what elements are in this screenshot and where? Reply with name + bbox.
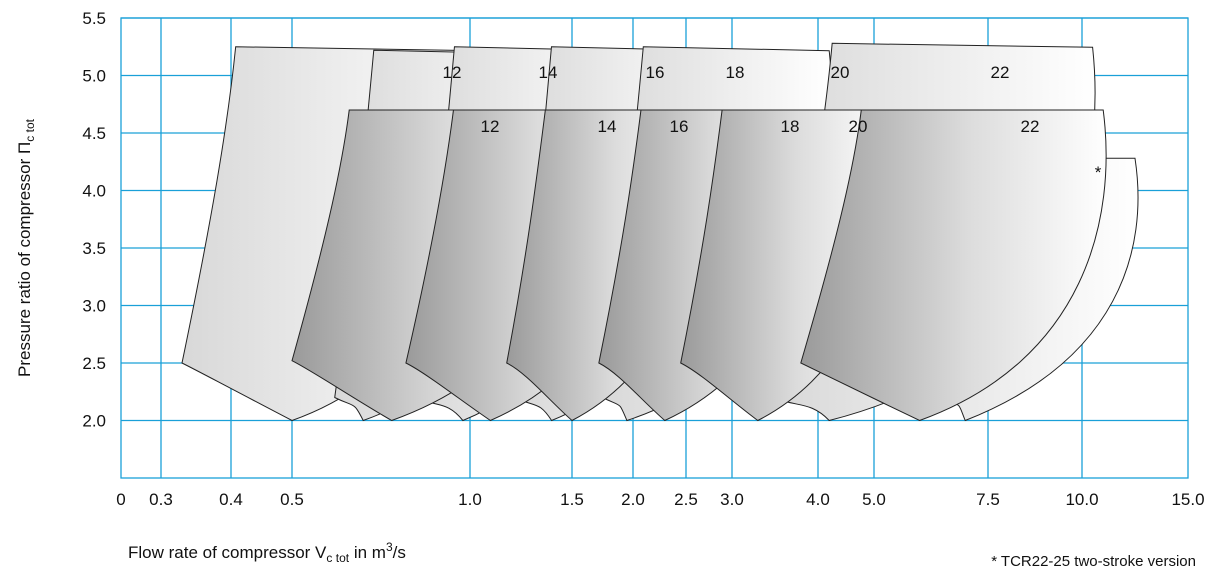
x-axis-title-sub: c tot xyxy=(326,551,349,565)
x-tick-label: 7.5 xyxy=(976,490,1000,509)
map-label: 14 xyxy=(598,117,617,136)
y-tick-label: 3.5 xyxy=(82,239,106,258)
y-tick-label: 5.0 xyxy=(82,67,106,86)
y-tick-label: 5.5 xyxy=(82,9,106,28)
x-tick-label: 2.0 xyxy=(621,490,645,509)
x-tick-label: 15.0 xyxy=(1171,490,1204,509)
footnote: * TCR22-25 two-stroke version xyxy=(991,553,1196,570)
y-axis-title-sub: c tot xyxy=(23,118,37,141)
y-tick-label: 2.0 xyxy=(82,412,106,431)
map-label: 22 xyxy=(1021,117,1040,136)
x-tick-label: 1.5 xyxy=(560,490,584,509)
y-axis-title-main: Pressure ratio of compressor Π xyxy=(15,142,34,377)
x-tick-label: 0 xyxy=(116,490,125,509)
x-tick-label: 4.0 xyxy=(806,490,830,509)
x-axis-title-main: Flow rate of compressor V xyxy=(128,543,327,562)
x-tick-label: 10.0 xyxy=(1065,490,1098,509)
y-tick-label: 4.0 xyxy=(82,182,106,201)
x-tick-label: 3.0 xyxy=(720,490,744,509)
map-label: 20 xyxy=(849,117,868,136)
y-tick-label: 2.5 xyxy=(82,354,106,373)
x-axis-title-unit: in m xyxy=(349,543,386,562)
x-axis-title-sup: 3 xyxy=(386,540,393,554)
x-tick-label: 0.4 xyxy=(219,490,243,509)
map-label: 18 xyxy=(726,63,745,82)
x-tick-label: 5.0 xyxy=(862,490,886,509)
compressor-map-lower-22 xyxy=(800,109,1107,422)
map-label: * xyxy=(1095,163,1102,182)
map-label: 20 xyxy=(831,63,850,82)
map-labels: 12 14 16 18 20 22 12 14 16 18 20 22 * xyxy=(443,63,1102,182)
compressor-maps-lower xyxy=(291,109,1107,422)
y-tick-label: 4.5 xyxy=(82,124,106,143)
map-label: 12 xyxy=(481,117,500,136)
y-axis-title: Pressure ratio of compressor Πc tot xyxy=(15,118,37,377)
map-label: 16 xyxy=(646,63,665,82)
x-tick-label: 1.0 xyxy=(458,490,482,509)
y-tick-label: 3.0 xyxy=(82,297,106,316)
y-tick-labels: 2.0 2.5 3.0 3.5 4.0 4.5 5.0 5.5 xyxy=(82,9,106,431)
map-label: 22 xyxy=(991,63,1010,82)
map-label: 14 xyxy=(539,63,558,82)
x-tick-labels: 0 0.3 0.4 0.5 1.0 1.5 2.0 2.5 3.0 4.0 5.0 7.5 10.0 15… xyxy=(116,490,1204,509)
map-label: 18 xyxy=(781,117,800,136)
x-tick-label: 0.5 xyxy=(280,490,304,509)
map-label: 12 xyxy=(443,63,462,82)
x-tick-label: 2.5 xyxy=(674,490,698,509)
x-axis-title: Flow rate of compressor Vc tot in m3/s xyxy=(128,540,406,565)
x-axis-title-suffix: /s xyxy=(393,543,406,562)
map-label: 16 xyxy=(670,117,689,136)
x-tick-label: 0.3 xyxy=(149,490,173,509)
